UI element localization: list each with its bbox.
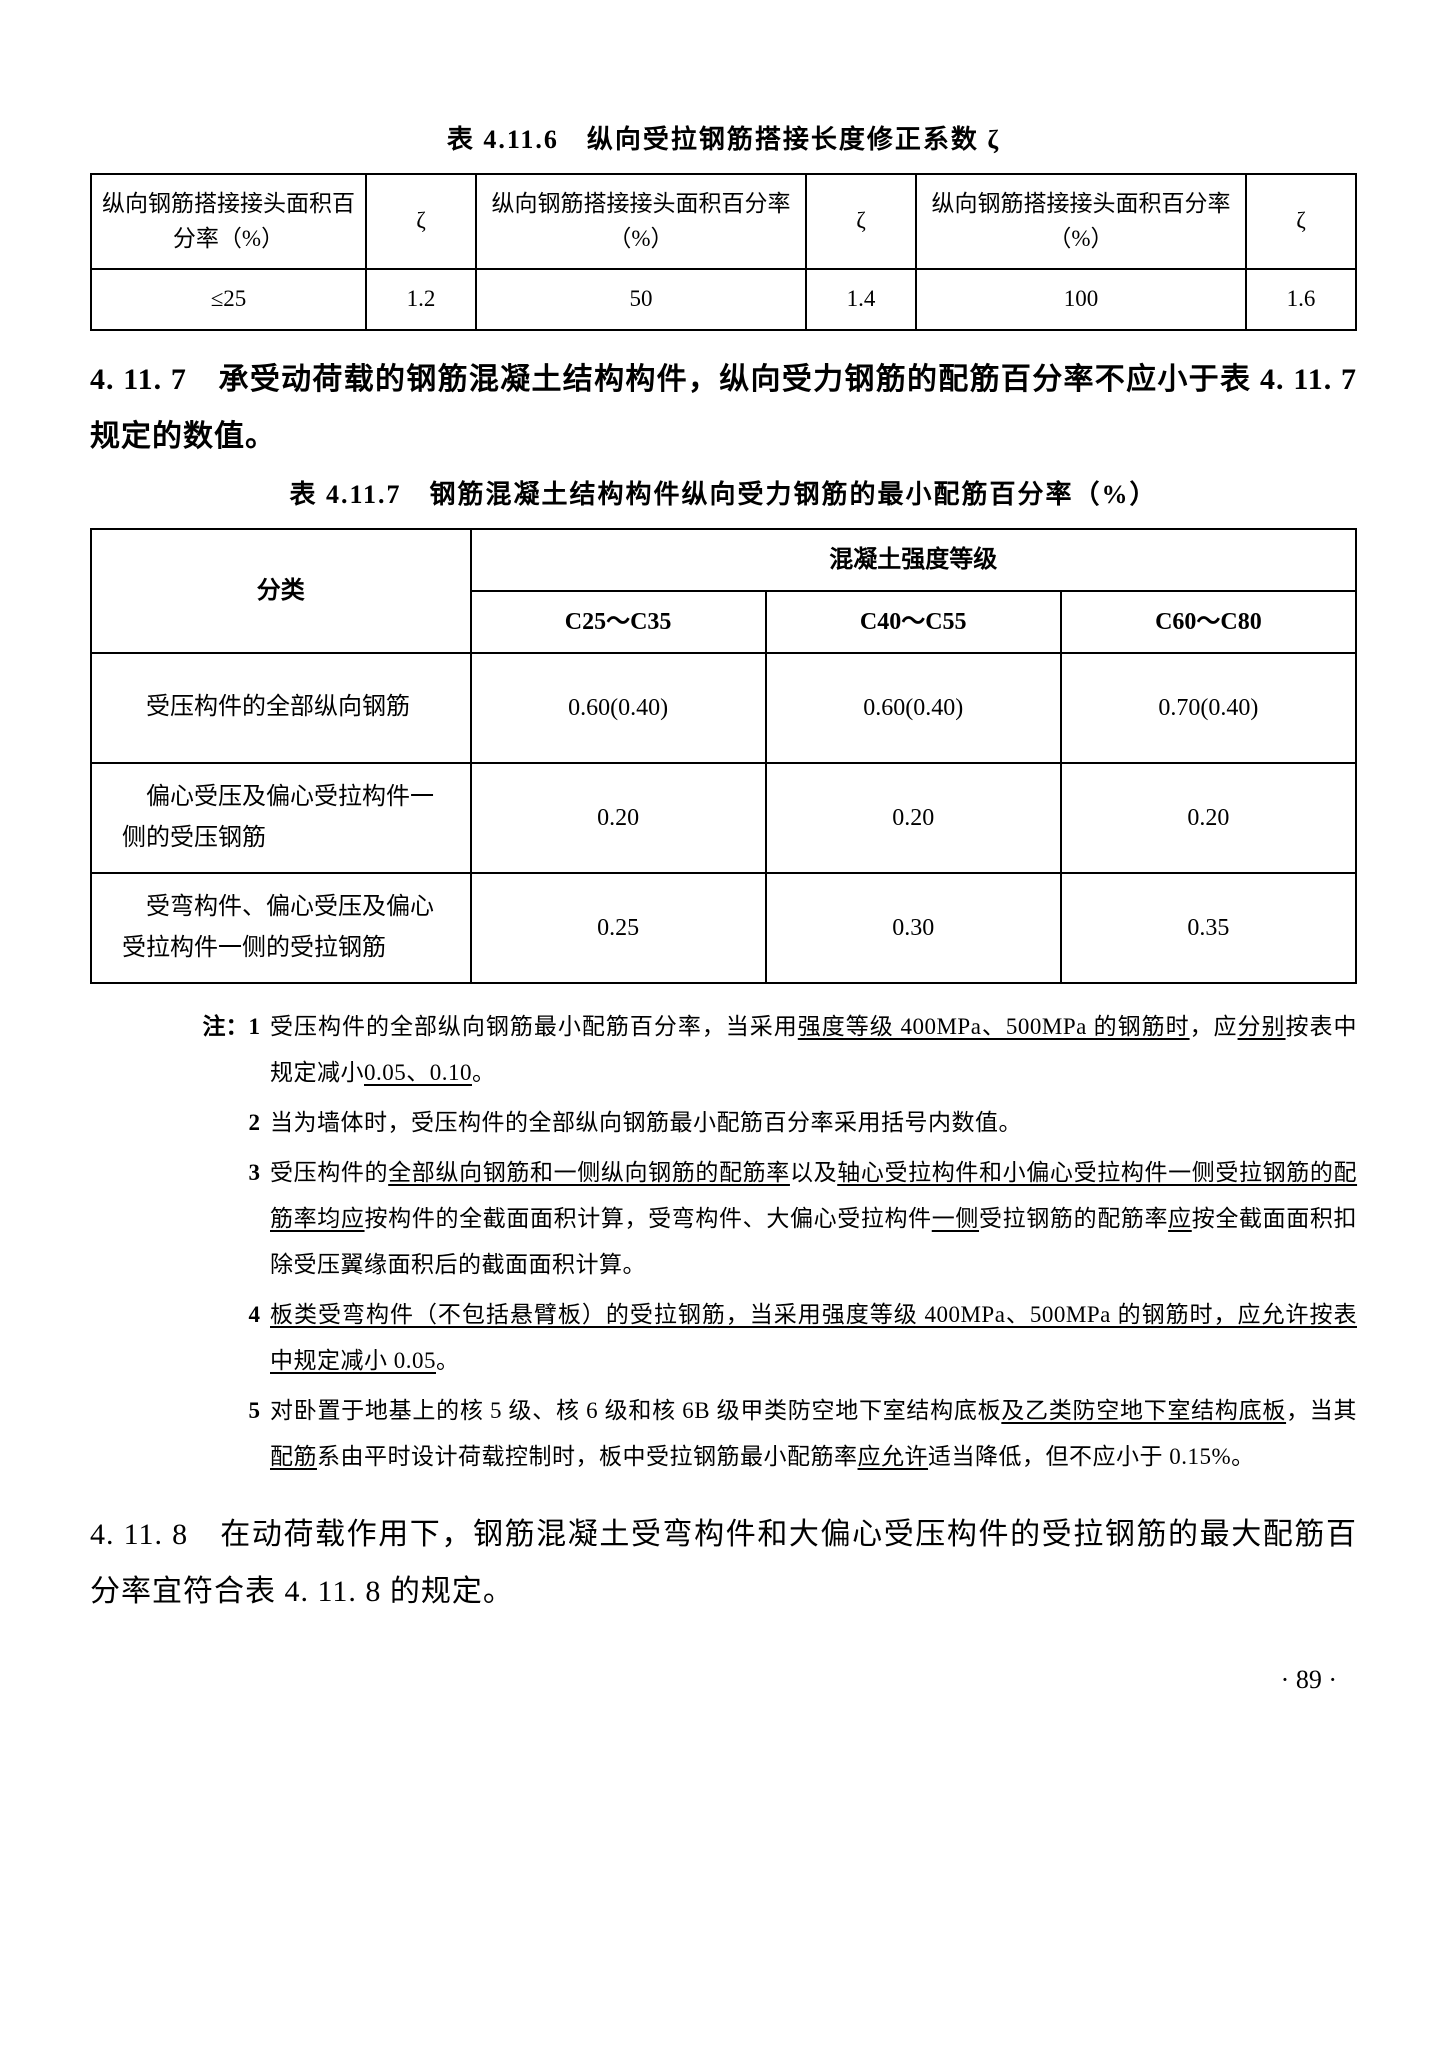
table-6-caption: 表 4.11.6 纵向受拉钢筋搭接长度修正系数 ζ	[90, 120, 1357, 159]
t7-val: 0.25	[471, 873, 766, 983]
t7-val: 0.70(0.40)	[1061, 653, 1356, 763]
t6-hdr-z1: ζ	[366, 174, 476, 269]
t6-cell: 1.2	[366, 269, 476, 330]
t7-row-label: 受弯构件、偏心受压及偏心受拉构件一侧的受拉钢筋	[91, 873, 471, 983]
note-row: 3受压构件的全部纵向钢筋和一侧纵向钢筋的配筋率以及轴心受拉构件和小偏心受拉构件一…	[200, 1150, 1357, 1288]
t6-hdr-3: 纵向钢筋搭接接头面积百分率（%）	[916, 174, 1246, 269]
page-number: · 89 ·	[90, 1660, 1357, 1699]
note-text: 当为墙体时，受压构件的全部纵向钢筋最小配筋百分率采用括号内数值。	[270, 1100, 1357, 1146]
heading-4-11-7: 4. 11. 7 承受动荷载的钢筋混凝土结构构件，纵向受力钢筋的配筋百分率不应小…	[90, 351, 1357, 465]
table-6: 纵向钢筋搭接接头面积百分率（%） ζ 纵向钢筋搭接接头面积百分率（%） ζ 纵向…	[90, 173, 1357, 331]
note-label: 5	[200, 1388, 270, 1480]
t7-val: 0.20	[471, 763, 766, 873]
t7-col-3: C60～C80	[1061, 591, 1356, 653]
note-text: 受压构件的全部纵向钢筋最小配筋百分率，当采用强度等级 400MPa、500MPa…	[270, 1004, 1357, 1096]
t7-val: 0.30	[766, 873, 1061, 983]
para-4-11-8: 4. 11. 8 在动荷载作用下，钢筋混凝土受弯构件和大偏心受压构件的受拉钢筋的…	[90, 1506, 1357, 1620]
t7-val: 0.20	[1061, 763, 1356, 873]
note-label: 2	[200, 1100, 270, 1146]
note-label: 注：1	[200, 1004, 270, 1096]
t7-row-label: 偏心受压及偏心受拉构件一侧的受压钢筋	[91, 763, 471, 873]
note-text: 对卧置于地基上的核 5 级、核 6 级和核 6B 级甲类防空地下室结构底板及乙类…	[270, 1388, 1357, 1480]
note-label: 4	[200, 1292, 270, 1384]
note-row: 5对卧置于地基上的核 5 级、核 6 级和核 6B 级甲类防空地下室结构底板及乙…	[200, 1388, 1357, 1480]
t7-col-2: C40～C55	[766, 591, 1061, 653]
t7-val: 0.60(0.40)	[471, 653, 766, 763]
note-text: 受压构件的全部纵向钢筋和一侧纵向钢筋的配筋率以及轴心受拉构件和小偏心受拉构件一侧…	[270, 1150, 1357, 1288]
note-text: 板类受弯构件（不包括悬臂板）的受拉钢筋，当采用强度等级 400MPa、500MP…	[270, 1292, 1357, 1384]
t6-hdr-2: 纵向钢筋搭接接头面积百分率（%）	[476, 174, 806, 269]
table-7: 分类 混凝土强度等级 C25～C35 C40～C55 C60～C80 受压构件的…	[90, 528, 1357, 984]
t7-val: 0.60(0.40)	[766, 653, 1061, 763]
t6-cell: 1.6	[1246, 269, 1356, 330]
t7-col-category: 分类	[91, 529, 471, 653]
t7-val: 0.20	[766, 763, 1061, 873]
t7-val: 0.35	[1061, 873, 1356, 983]
t7-col-1: C25～C35	[471, 591, 766, 653]
t6-cell: 50	[476, 269, 806, 330]
table-7-caption: 表 4.11.7 钢筋混凝土结构构件纵向受力钢筋的最小配筋百分率（%）	[90, 475, 1357, 514]
t7-row-label: 受压构件的全部纵向钢筋	[91, 653, 471, 763]
note-row: 注：1受压构件的全部纵向钢筋最小配筋百分率，当采用强度等级 400MPa、500…	[200, 1004, 1357, 1096]
t6-hdr-1: 纵向钢筋搭接接头面积百分率（%）	[91, 174, 366, 269]
note-row: 4板类受弯构件（不包括悬臂板）的受拉钢筋，当采用强度等级 400MPa、500M…	[200, 1292, 1357, 1384]
t6-hdr-z3: ζ	[1246, 174, 1356, 269]
t6-cell: ≤25	[91, 269, 366, 330]
note-row: 2当为墙体时，受压构件的全部纵向钢筋最小配筋百分率采用括号内数值。	[200, 1100, 1357, 1146]
t6-cell: 1.4	[806, 269, 916, 330]
t7-col-group: 混凝土强度等级	[471, 529, 1357, 591]
notes-block: 注：1受压构件的全部纵向钢筋最小配筋百分率，当采用强度等级 400MPa、500…	[200, 1004, 1357, 1480]
note-label: 3	[200, 1150, 270, 1288]
t6-hdr-z2: ζ	[806, 174, 916, 269]
t6-cell: 100	[916, 269, 1246, 330]
